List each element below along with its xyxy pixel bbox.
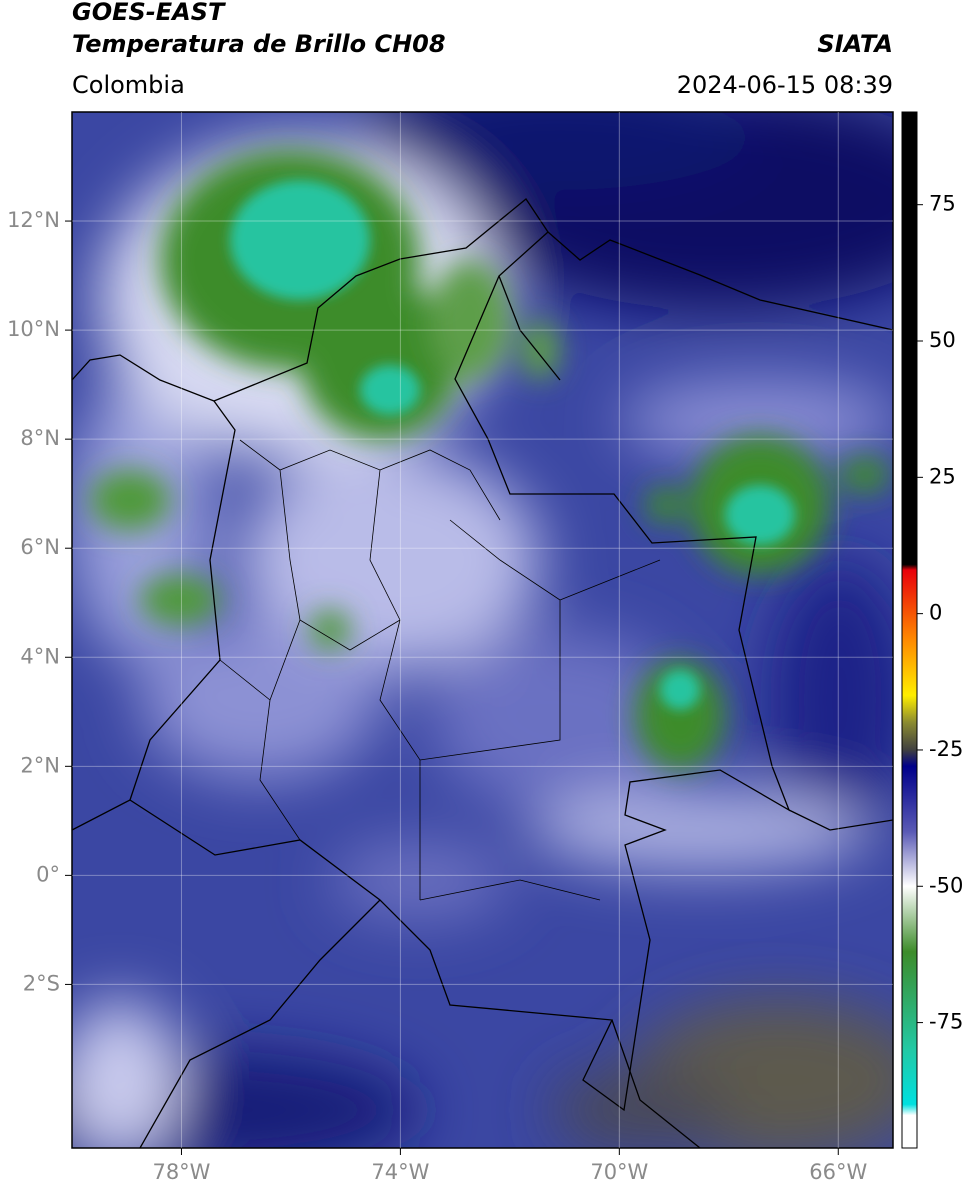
colorbar-tick-label: 75: [929, 192, 956, 216]
y-tick-label: 2°N: [20, 753, 60, 777]
source: SIATA: [817, 30, 893, 58]
y-tick-label: 2°S: [23, 971, 60, 995]
region: Colombia: [72, 71, 185, 99]
borders: [72, 198, 893, 1148]
subtitle: Temperatura de Brillo CH08: [72, 30, 446, 58]
x-tick-label: 74°W: [371, 1160, 429, 1184]
timestamp: 2024-06-15 08:39: [677, 71, 893, 99]
y-tick-label: 8°N: [20, 426, 60, 450]
colorbar: [901, 111, 918, 1149]
y-tick-label: 12°N: [7, 208, 60, 232]
y-tick-label: 6°N: [20, 535, 60, 559]
map-frame: [71, 111, 894, 1149]
y-tick-label: 4°N: [20, 644, 60, 668]
colorbar-tick-label: -75: [929, 1010, 963, 1034]
x-tick-label: 78°W: [152, 1160, 210, 1184]
colorbar-tick-label: 25: [929, 464, 956, 488]
x-tick-label: 70°W: [590, 1160, 648, 1184]
title: GOES-EAST: [72, 0, 226, 26]
colorbar-tick-label: 0: [929, 601, 942, 625]
x-tick-label: 66°W: [809, 1160, 867, 1184]
colorbar-tick-label: -50: [929, 873, 963, 897]
y-tick-label: 0°: [36, 862, 60, 886]
colorbar-tick-label: 50: [929, 328, 956, 352]
colorbar-tick-label: -25: [929, 737, 963, 761]
y-tick-label: 10°N: [7, 317, 60, 341]
satellite-image: [72, 112, 893, 1148]
